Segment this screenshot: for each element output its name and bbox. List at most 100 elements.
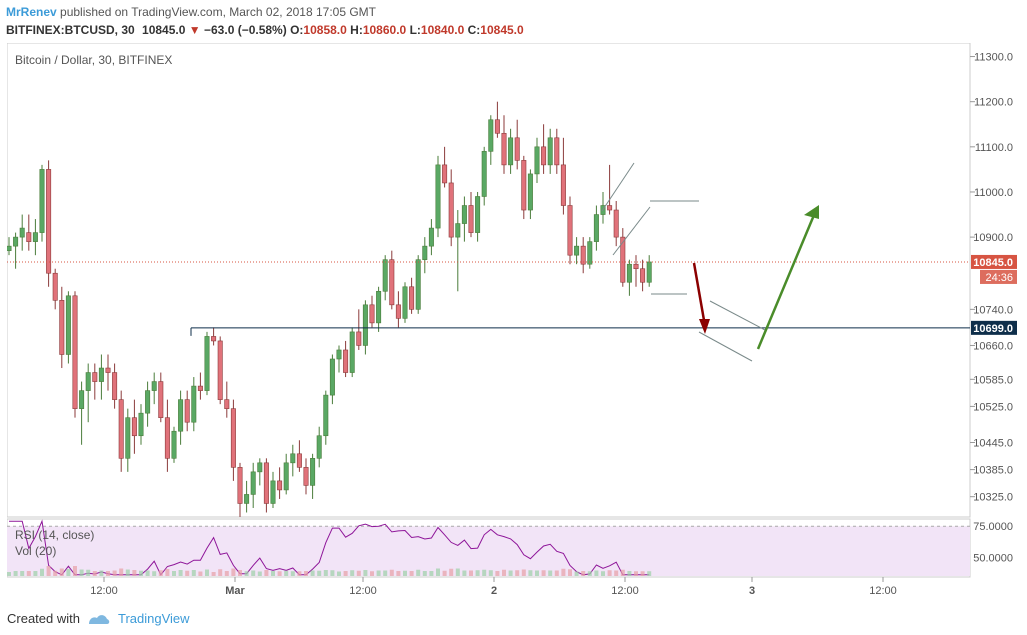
down-arrow-shaft: [692, 262, 707, 327]
time-tick-label: 3: [749, 585, 755, 597]
volume-bar: [449, 568, 454, 576]
last-price: 10845.0: [142, 23, 186, 37]
candle-body: [468, 205, 474, 233]
volume-bar: [574, 571, 579, 576]
candle-body: [541, 146, 547, 166]
projection-line: [709, 300, 766, 331]
time-axis: 12:00 Mar 12:00 2 12:00 3 12:00: [90, 577, 897, 597]
candle-body: [105, 367, 111, 373]
candle-body: [554, 137, 560, 166]
price-tick-label: 10525.0: [973, 401, 1013, 413]
candle-body: [39, 169, 45, 233]
volume-bar: [238, 570, 242, 576]
volume-bar: [548, 570, 553, 576]
last-price-badge: [971, 254, 1017, 269]
time-tick-label: 12:00: [611, 585, 639, 597]
symbol-label: BITFINEX:BTCUSD, 30: [6, 23, 135, 37]
candle-body: [395, 304, 401, 319]
volume-bar: [396, 571, 401, 576]
candle-body: [356, 331, 362, 346]
candle-body: [112, 372, 118, 400]
volume-bar: [191, 570, 196, 576]
drawings: [7, 162, 970, 362]
author-name[interactable]: MrRenev: [6, 5, 57, 19]
volume-bar: [634, 571, 638, 576]
created-with-label: Created with: [7, 611, 80, 626]
close-value: 10845.0: [480, 23, 524, 37]
candle-body: [527, 173, 533, 211]
open-value: 10858.0: [303, 23, 347, 37]
candle-body: [197, 385, 203, 391]
candle-body: [257, 462, 263, 473]
volume-bar: [403, 570, 407, 576]
candle-body: [329, 358, 335, 396]
candle-body: [125, 417, 131, 459]
volume-bar: [20, 571, 25, 576]
volume-bar: [158, 570, 163, 576]
time-tick-label: 2: [491, 585, 497, 597]
volume-bar: [218, 569, 223, 576]
last-price-badge-label: 10845.0: [973, 257, 1013, 269]
candle-body: [521, 160, 527, 211]
candle-body: [6, 245, 12, 251]
change-value: −63.0 (−0.58%): [204, 23, 287, 37]
volume-bar: [66, 569, 71, 576]
price-tick-label: 11200.0: [974, 97, 1013, 109]
volume-bar: [429, 571, 434, 576]
volume-bar: [185, 570, 190, 576]
candle-body: [336, 349, 342, 360]
footer: Created with TradingView: [0, 603, 1027, 635]
volume-bar: [647, 571, 652, 576]
candle-body: [164, 417, 170, 459]
volume-bar: [581, 571, 586, 576]
tradingview-brand[interactable]: TradingView: [118, 611, 190, 626]
candle-body: [296, 453, 302, 468]
candle-body: [409, 286, 415, 310]
volume-bar: [152, 571, 157, 576]
price-tick-label: 10900.0: [973, 232, 1013, 244]
chart-area[interactable]: 11300.0 11200.0 11100.0 11000.0 10900.0 10740…: [6, 42, 1020, 601]
candle-body: [607, 205, 613, 211]
open-label: O:: [290, 23, 304, 37]
candle-body: [382, 259, 388, 292]
candle-body: [263, 462, 269, 504]
volume-bar: [33, 571, 38, 576]
candle-body: [145, 390, 151, 414]
volume-bar: [607, 570, 612, 576]
tradingview-logo-icon: [89, 615, 110, 624]
candlestick-chart[interactable]: 11300.0 11200.0 11100.0 11000.0 10900.0 10740…: [6, 42, 1020, 601]
high-value: 10860.0: [362, 23, 407, 37]
candle-body: [343, 349, 349, 373]
candle-body: [184, 399, 190, 423]
candle-body: [59, 300, 65, 355]
price-tick-label: 11000.0: [974, 187, 1013, 199]
volume-bar: [224, 571, 229, 576]
volume-bar: [640, 571, 645, 576]
candle-body: [455, 223, 461, 238]
volume-bar: [231, 568, 236, 576]
volume-bar: [409, 571, 414, 576]
volume-bar: [528, 570, 533, 576]
price-tick-label: 10325.0: [973, 492, 1013, 504]
volume-bar: [601, 571, 605, 576]
volume-bar: [125, 569, 130, 576]
volume-bar: [535, 570, 539, 576]
level-badge-label: 10699.0: [973, 323, 1013, 335]
channel-line: [601, 162, 635, 212]
candle-body: [85, 372, 91, 391]
volume-bar: [587, 571, 592, 576]
volume-bar: [488, 570, 493, 576]
candles: [6, 101, 652, 517]
candle-body: [178, 399, 184, 432]
volume-bar: [376, 570, 381, 576]
volume-bar: [442, 570, 447, 576]
volume-bar: [257, 571, 262, 576]
rsi-tick-label: 50.0000: [973, 552, 1013, 564]
time-tick-label: 12:00: [869, 585, 897, 597]
time-tick-label: Mar: [225, 585, 245, 597]
countdown-badge: [980, 269, 1017, 284]
price-tick-label: 10585.0: [973, 374, 1013, 386]
level-badge: [971, 320, 1017, 335]
rsi-pane: 75.0000 50.0000 RSI (14, close) Vol (20): [7, 519, 1013, 576]
volume-bar: [370, 571, 374, 576]
